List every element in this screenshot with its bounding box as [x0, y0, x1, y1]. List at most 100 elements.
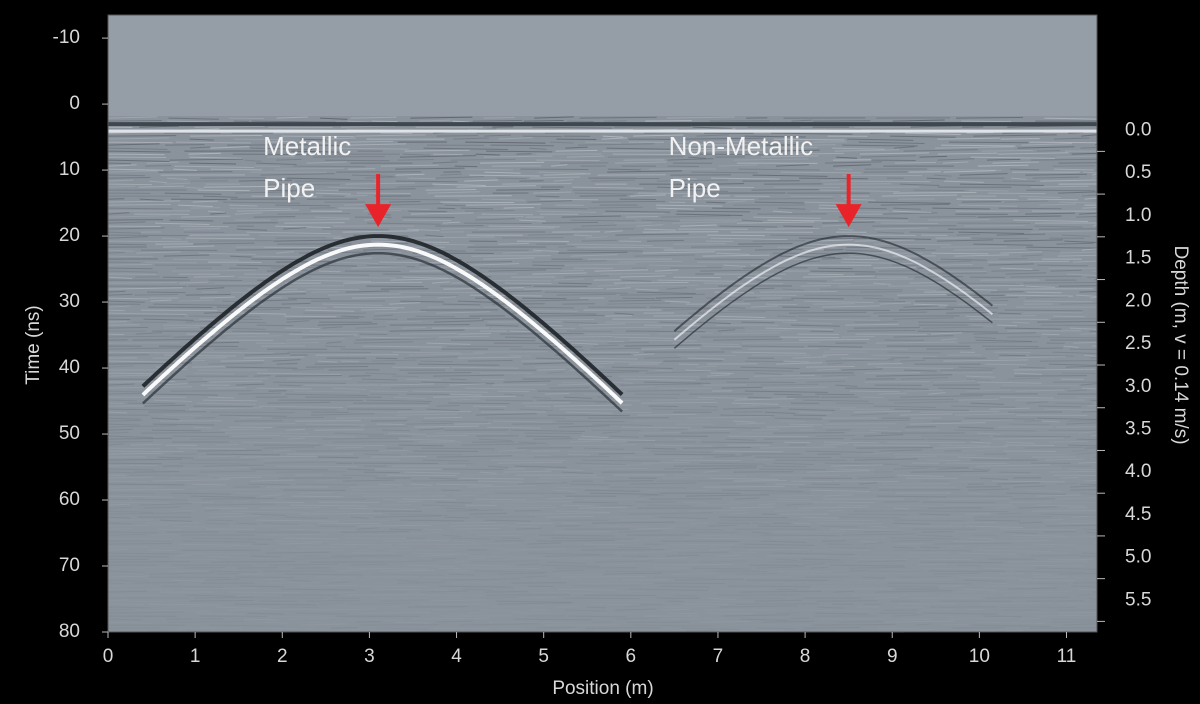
texture-stroke: [954, 413, 1016, 416]
texture-stroke: [239, 585, 284, 588]
texture-stroke: [107, 411, 128, 414]
texture-stroke: [326, 341, 342, 344]
texture-stroke: [276, 116, 308, 119]
texture-stroke: [291, 368, 324, 371]
texture-stroke: [704, 282, 784, 285]
annotation-text: Non-Metallic: [669, 131, 814, 161]
texture-stroke: [1047, 336, 1098, 339]
texture-stroke: [360, 558, 409, 561]
texture-stroke: [903, 149, 978, 152]
texture-stroke: [820, 288, 903, 291]
texture-stroke: [178, 204, 213, 207]
texture-stroke: [715, 318, 797, 321]
texture-stroke: [846, 246, 925, 250]
texture-stroke: [557, 383, 597, 386]
texture-stroke: [1065, 422, 1098, 425]
texture-stroke: [522, 378, 607, 380]
texture-stroke: [569, 483, 610, 486]
texture-stroke: [764, 411, 796, 415]
texture-stroke: [794, 522, 812, 525]
texture-stroke: [799, 411, 832, 414]
texture-stroke: [997, 312, 1021, 315]
hyperbola-light: [141, 242, 624, 405]
texture-stroke: [894, 519, 967, 522]
texture-stroke: [617, 546, 651, 549]
texture-stroke: [859, 291, 903, 293]
texture-stroke: [291, 306, 328, 309]
texture-stroke: [643, 447, 677, 450]
texture-stroke: [167, 177, 188, 181]
texture-stroke: [727, 585, 811, 588]
texture-stroke: [275, 375, 342, 377]
texture-stroke: [107, 183, 153, 186]
x-tick-label: 7: [713, 646, 724, 667]
texture-stroke: [728, 500, 811, 503]
texture-stroke: [290, 504, 368, 507]
texture-stroke: [153, 423, 215, 426]
texture-stroke: [201, 497, 276, 500]
texture-stroke: [802, 399, 869, 402]
texture-stroke: [107, 333, 125, 336]
texture-stroke: [791, 297, 844, 300]
texture-stroke: [553, 179, 574, 182]
texture-stroke: [968, 492, 988, 495]
texture-stroke: [666, 612, 699, 615]
texture-stroke: [347, 120, 372, 123]
texture-stroke: [514, 510, 541, 512]
texture-stroke: [629, 236, 709, 239]
texture-stroke: [234, 603, 316, 606]
texture-stroke: [863, 452, 892, 455]
texture-stroke: [306, 161, 347, 164]
texture-stroke: [483, 117, 515, 119]
texture-stroke: [675, 438, 702, 441]
texture-stroke: [706, 201, 726, 204]
texture-stroke: [406, 422, 454, 425]
texture-stroke: [334, 446, 364, 449]
texture-stroke: [392, 366, 450, 369]
texture-stroke: [107, 588, 176, 591]
texture-stroke: [107, 221, 146, 224]
texture-stroke: [974, 336, 997, 339]
texture-stroke: [160, 519, 193, 522]
texture-stroke: [667, 524, 699, 527]
texture-stroke: [672, 221, 737, 224]
texture-stroke: [107, 510, 153, 513]
texture-stroke: [832, 278, 914, 281]
texture-stroke: [758, 503, 775, 506]
texture-stroke: [469, 174, 540, 177]
texture-stroke: [769, 377, 848, 380]
texture-stroke: [1013, 485, 1046, 488]
texture-stroke: [197, 351, 275, 354]
texture-stroke: [175, 141, 251, 144]
texture-stroke: [927, 438, 981, 441]
texture-stroke: [167, 120, 210, 123]
texture-stroke: [560, 269, 584, 272]
texture-stroke: [691, 171, 758, 174]
texture-stroke: [394, 621, 431, 624]
texture-stroke: [1052, 618, 1098, 621]
texture-stroke: [703, 198, 755, 201]
texture-stroke: [373, 314, 393, 317]
texture-stroke: [783, 441, 811, 444]
texture-stroke: [1042, 420, 1060, 423]
texture-stroke: [657, 332, 713, 335]
texture-stroke: [233, 138, 282, 141]
texture-stroke: [238, 392, 282, 395]
texture-stroke: [504, 282, 552, 285]
texture-stroke: [962, 588, 997, 591]
texture-stroke: [1056, 482, 1078, 485]
texture-stroke: [107, 582, 124, 585]
texture-stroke: [1079, 212, 1098, 215]
texture-stroke: [702, 345, 742, 348]
texture-stroke: [241, 441, 319, 444]
texture-stroke: [205, 522, 229, 525]
texture-stroke: [107, 270, 158, 273]
texture-stroke: [996, 233, 1046, 236]
texture-stroke: [358, 524, 432, 527]
texture-stroke: [979, 602, 1052, 605]
texture-stroke: [745, 329, 792, 332]
texture-stroke: [251, 120, 336, 123]
texture-stroke: [585, 141, 621, 144]
texture-stroke: [294, 390, 361, 393]
texture-stroke: [1076, 294, 1098, 297]
